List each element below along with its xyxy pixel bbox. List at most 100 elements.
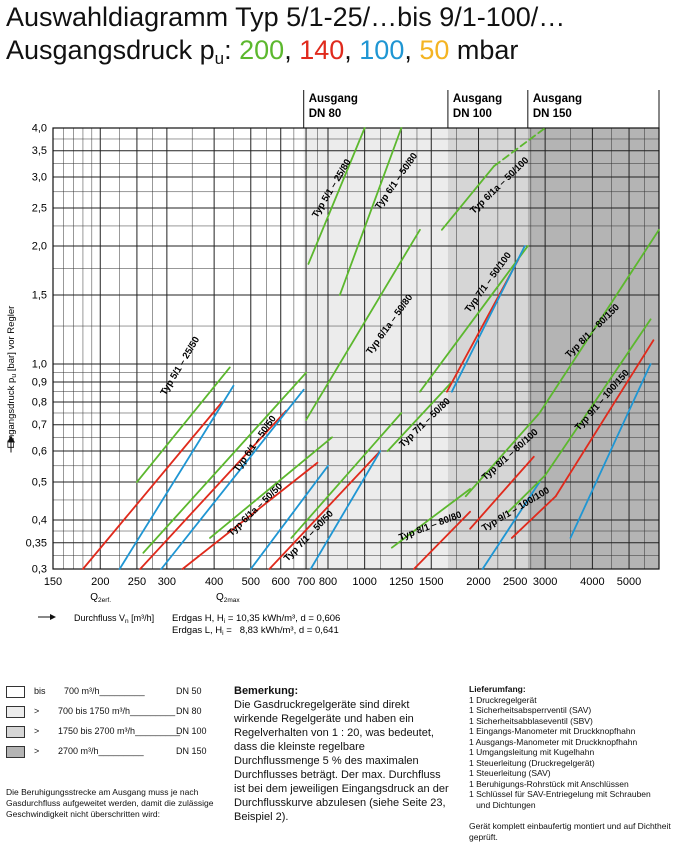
legend-dn: DN 100 (176, 726, 207, 736)
bemerkung-heading: Bemerkung: (234, 685, 299, 697)
lieferumfang-item: 1 Steuerleitung (SAV) (469, 768, 551, 778)
curve-p200 (209, 436, 333, 539)
title-prefix: Ausgangsdruck p (6, 35, 215, 65)
curve-p100 (450, 245, 526, 393)
lieferumfang-item: 1 Sicherheitsabblaseventil (SBV) (469, 715, 593, 726)
title-sub: u (214, 49, 225, 68)
legend-range: 700 m³/h_________ (64, 686, 145, 696)
curve-label: Typ 6/1 – 50/50 (232, 414, 279, 475)
legend-rule: _________ (99, 686, 145, 696)
x-tick-label: 1250 (389, 576, 413, 588)
x-tick-label: 250 (128, 576, 146, 588)
pressure-100: 100 (359, 35, 405, 65)
legend-swatch-2 (6, 726, 25, 738)
title-line-2: Ausgangsdruck pu: 200, 140, 100, 50 mbar (6, 35, 518, 74)
curve-p100 (249, 464, 329, 570)
pressure-140: 140 (299, 35, 345, 65)
curve-p200 (419, 245, 529, 393)
band-label-dn: DN 150 (533, 108, 572, 120)
legend: bis 700 m³/h_________ DN 50 >700 bis 1750 … (6, 684, 226, 764)
y-tick-label: 1,0 (32, 359, 47, 371)
curve-p200 (290, 412, 403, 539)
curve-p140 (268, 450, 382, 570)
sep-1: , (284, 35, 300, 65)
title-unit: mbar (449, 35, 519, 65)
lieferumfang-item: 1 Druckregelgerät (469, 694, 537, 705)
x-tick-label: 400 (205, 576, 223, 588)
curve-p200 (493, 127, 547, 167)
x-tick-label: 2500 (503, 576, 527, 588)
note-text: Die Beruhigungsstrecke am Ausgang muss j… (6, 787, 214, 819)
legend-row: >2700 m³/h_________ DN 150 (6, 744, 226, 764)
legend-rule: _________ (98, 746, 144, 756)
y-tick-label: 0,8 (32, 397, 47, 409)
curve-p100 (569, 363, 652, 539)
legend-row: >700 bis 1750 m³/h_________ DN 80 (6, 704, 226, 724)
curve-p200 (464, 412, 541, 498)
y-tick-label: 2,0 (32, 241, 47, 253)
x-tick-label: 200 (91, 576, 109, 588)
curve-p200 (440, 165, 496, 231)
curve-label: Typ 5/1 – 25/50 (159, 335, 203, 398)
x-tick-label: 800 (319, 576, 337, 588)
lieferumfang-item: und Dichtungen (469, 799, 536, 810)
x-tick-label: 150 (44, 576, 62, 588)
legend-prefix: bis (34, 686, 46, 696)
curve-p140 (181, 461, 319, 570)
bemerkung-text: Die Gasdruckregelgeräte sind direkt wirk… (234, 699, 449, 823)
curve-p200 (307, 127, 366, 265)
curve-p200 (338, 127, 403, 296)
legend-row: bis 700 m³/h_________ DN 50 (6, 684, 226, 704)
legend-dn: DN 150 (176, 746, 207, 756)
lieferumfang-item: 1 Umgangsleitung mit Kugelhahn (469, 747, 595, 757)
y-tick-label: 0,4 (32, 515, 47, 527)
band-label-dn: DN 80 (309, 108, 342, 120)
pressure-50: 50 (419, 35, 450, 65)
lieferumfang-item: 1 Sicherheitsabsperrventil (SAV) (469, 705, 592, 715)
x-tick-label: 1000 (352, 576, 376, 588)
legend-range: 2700 m³/h_________ (58, 746, 144, 756)
curve-p200 (136, 366, 231, 483)
lieferumfang-item: 1 Beruhigungs-Rohrstück mit Anschlüssen (469, 778, 629, 789)
pressure-200: 200 (239, 35, 285, 65)
x-tick-label: 2000 (466, 576, 490, 588)
legend-swatch-0 (6, 686, 25, 698)
legend-dn: DN 80 (176, 706, 202, 716)
curve-p100 (118, 384, 235, 570)
legend-swatch-3 (6, 746, 25, 758)
x-axis-label: Durchfluss Vn [m³/h] (74, 613, 154, 625)
curve-p200 (305, 228, 421, 421)
gas-line: Erdgas L, Hi = 8,83 kWh/m³, d = 0,641 (172, 625, 339, 637)
lieferumfang: Lieferumfang: 1 Druckregelgerät 1 Sicher… (469, 684, 674, 842)
y-tick-label: 0,35 (26, 537, 47, 549)
x-tick-label: 600 (272, 576, 290, 588)
legend-swatch-1 (6, 706, 25, 718)
legend-rule: _________ (135, 726, 181, 736)
bemerkung: Bemerkung: Die Gasdruckregelgeräte sind … (234, 684, 449, 824)
y-tick-label: 1,5 (32, 289, 47, 301)
x-tick-label: 300 (158, 576, 176, 588)
band-label: Ausgang (309, 93, 358, 105)
q-mark: Q2erf. (90, 592, 111, 604)
band-label: Ausgang (453, 93, 502, 105)
x-arrow-head-icon (50, 614, 56, 620)
y-tick-label: 0,7 (32, 419, 47, 431)
curve-p140 (82, 401, 224, 570)
y-tick-label: 4,0 (32, 123, 47, 135)
y-tick-label: 0,6 (32, 445, 47, 457)
q-mark: Q2max (216, 592, 240, 604)
x-tick-label: 1500 (419, 576, 443, 588)
curve-p100 (309, 450, 382, 570)
legend-range-text: 700 bis 1750 m³/h (58, 706, 131, 716)
curve-p200 (386, 381, 453, 452)
y-tick-label: 2,5 (32, 203, 47, 215)
lieferumfang-footer: Gerät komplett einbaufertig montiert und… (469, 821, 671, 842)
legend-range-text: 2700 m³/h (58, 746, 99, 756)
lieferumfang-item: 1 Eingangs-Manometer mit Druckknopfhahn (469, 726, 636, 736)
curve-p140 (413, 510, 471, 570)
curve-p140 (510, 495, 557, 539)
legend-rule: _________ (130, 706, 176, 716)
lieferumfang-item: 1 Ausgangs-Manometer mit Druckknopfhahn (469, 736, 638, 747)
title-colon: : (224, 35, 240, 65)
legend-prefix: > (34, 746, 40, 756)
